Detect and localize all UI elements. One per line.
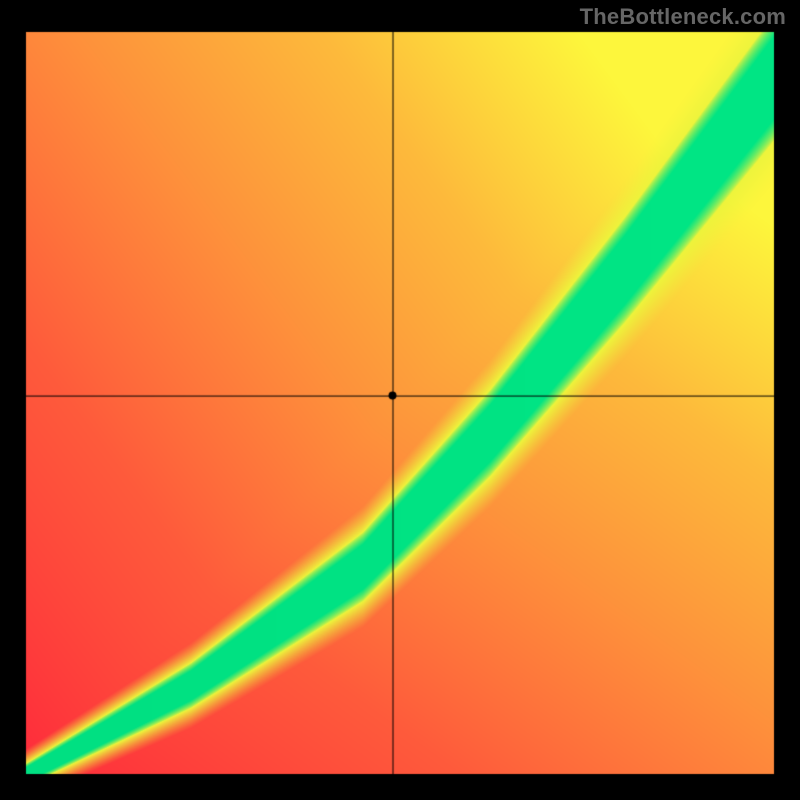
chart-stage: TheBottleneck.com bbox=[0, 0, 800, 800]
watermark-text: TheBottleneck.com bbox=[580, 4, 786, 30]
bottleneck-heatmap-canvas bbox=[0, 0, 800, 800]
